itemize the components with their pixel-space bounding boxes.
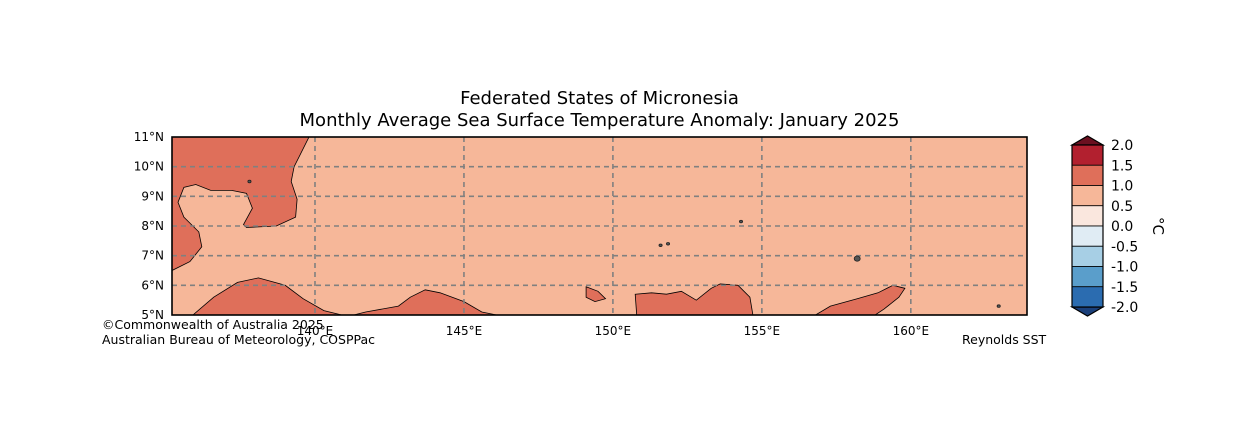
y-tick-label-6: 6°N (141, 278, 164, 292)
colorbar-tick-label: 0.5 (1111, 199, 1133, 215)
colorbar-bin--1-to--0.5 (1071, 245, 1104, 267)
x-tick-label-140: 140°E (297, 324, 334, 338)
anomaly-region-south-warm-region-east (814, 284, 906, 315)
colorbar-tick-label: -0.5 (1111, 239, 1138, 255)
x-tick-label-155: 155°E (744, 324, 781, 338)
colorbar-tick-label: -2.0 (1111, 300, 1138, 316)
colorbar-tick-label: 1.0 (1111, 179, 1133, 195)
y-tick-label-5: 5°N (141, 308, 164, 322)
colorbar-bin--0.5-to-0 (1071, 225, 1104, 247)
chart-title-region: Federated States of Micronesia (460, 88, 739, 109)
island-chuuk-islet-1 (658, 243, 663, 247)
colorbar-tick-label: 1.5 (1111, 158, 1133, 174)
colorbar-bin--1.5-to--1 (1071, 266, 1104, 288)
colorbar-tick-label: -1.0 (1111, 260, 1138, 276)
island-pohnpei (853, 255, 861, 262)
copyright-credit: ©Commonwealth of Australia 2025 (102, 317, 324, 332)
colorbar-bin-0-to-0.5 (1071, 205, 1104, 227)
colorbar-bin--2-to--1.5 (1071, 286, 1104, 308)
island-mokil-islet (739, 219, 744, 224)
x-tick-label-160: 160°E (893, 324, 930, 338)
data-source-label: Reynolds SST (962, 332, 1047, 347)
anomaly-region-south-warm-region-145e (353, 289, 497, 315)
anomaly-region-south-warm-patch-149e (585, 286, 607, 303)
colorbar-bin-1-to-1.5 (1071, 164, 1104, 186)
y-tick-label-11: 11°N (134, 130, 164, 144)
colorbar-tick-label: 2.0 (1111, 138, 1133, 154)
colorbar-frame (1071, 144, 1104, 308)
y-tick-label-9: 9°N (141, 189, 164, 203)
anomaly-region-northwest-warm-region (172, 137, 310, 271)
colorbar-unit-label: °C (1149, 217, 1167, 235)
y-tick-label-7: 7°N (141, 249, 164, 263)
chart-title: Monthly Average Sea Surface Temperature … (299, 110, 900, 131)
colorbar-bin-0.5-to-1 (1071, 185, 1104, 207)
anomaly-region-south-warm-region-west (192, 277, 342, 315)
plot-frame (171, 136, 1028, 316)
y-tick-label-8: 8°N (141, 219, 164, 233)
island-chuuk-islet-2 (666, 242, 671, 246)
agency-credit: Australian Bureau of Meteorology, COSPPa… (102, 332, 375, 347)
colorbar-bin-1.5-to-2 (1071, 144, 1104, 166)
colorbar-extend-min (1069, 306, 1106, 317)
x-tick-label-150: 150°E (595, 324, 632, 338)
colorbar-extend-max (1069, 135, 1106, 146)
y-tick-label-10: 10°N (134, 160, 164, 174)
x-tick-label-145: 145°E (446, 324, 483, 338)
colorbar-tick-label: -1.5 (1111, 280, 1138, 296)
colorbar-tick-label: 0.0 (1111, 219, 1133, 235)
anomaly-region-south-warm-region-152e (634, 283, 754, 315)
island-kosrae (996, 304, 1001, 308)
island-yap-islet (247, 179, 252, 184)
